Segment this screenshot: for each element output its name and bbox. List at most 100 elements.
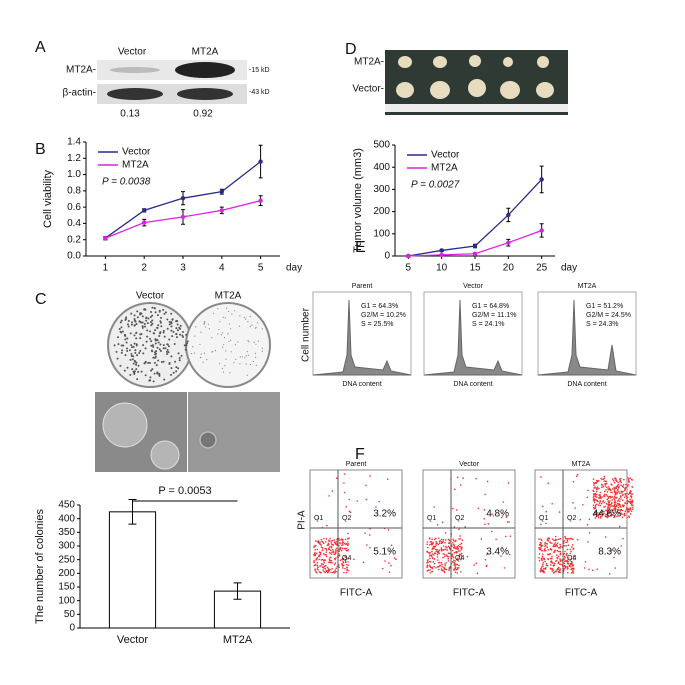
colony-dot: [222, 316, 224, 318]
event-dot: [611, 509, 613, 511]
colony-dot: [190, 352, 192, 355]
row-label: MT2A-: [66, 65, 96, 76]
event-dot: [601, 513, 604, 516]
colony-dot: [200, 353, 202, 355]
colony-dot: [168, 320, 171, 323]
colony-dot: [245, 363, 247, 365]
colony-dot: [184, 348, 187, 351]
event-dot: [594, 486, 596, 489]
event-dot: [557, 562, 560, 565]
colony-dot: [162, 344, 165, 347]
colony-dot: [131, 358, 134, 361]
event-dot: [556, 542, 559, 545]
event-dot: [451, 549, 454, 552]
event-dot: [557, 570, 560, 573]
plot-title: Parent: [346, 461, 367, 468]
colony-dot: [120, 326, 123, 329]
event-dot: [546, 564, 549, 567]
event-dot: [448, 569, 450, 571]
colony-dot: [153, 307, 156, 310]
event-dot: [441, 563, 443, 566]
event-dot: [387, 529, 390, 531]
colony-dot: [130, 312, 133, 315]
colony-dot: [124, 318, 127, 321]
event-dot: [605, 480, 608, 483]
event-dot: [320, 546, 323, 548]
event-dot: [613, 489, 616, 491]
colony-dot: [211, 351, 213, 353]
event-dot: [556, 567, 559, 570]
event-dot: [570, 558, 573, 560]
event-dot: [326, 544, 329, 547]
event-dot: [491, 530, 493, 533]
event-dot: [375, 506, 377, 508]
colony-dot: [229, 372, 231, 374]
event-dot: [592, 506, 595, 509]
event-dot: [545, 522, 547, 525]
colony-dot: [129, 373, 132, 376]
event-dot: [318, 551, 321, 553]
colony-dot: [140, 332, 143, 335]
event-dot: [428, 537, 431, 539]
x-tick-label: 1: [103, 263, 109, 274]
event-dot: [625, 486, 627, 489]
event-dot: [566, 559, 569, 562]
colony-dot: [133, 318, 136, 321]
event-dot: [570, 564, 572, 566]
event-dot: [631, 499, 634, 502]
y-tick-label: 450: [58, 500, 75, 511]
event-dot: [617, 506, 620, 509]
event-dot: [559, 545, 562, 548]
y-tick-label: 1.2: [67, 153, 81, 164]
event-dot: [601, 496, 604, 498]
colony-dot: [149, 321, 152, 324]
event-dot: [447, 545, 450, 548]
event-dot: [596, 503, 598, 505]
event-dot: [342, 558, 344, 561]
colony-dot: [150, 311, 153, 314]
event-dot: [596, 480, 599, 483]
event-dot: [606, 509, 608, 512]
event-dot: [621, 499, 624, 501]
event-dot: [627, 477, 630, 479]
event-dot: [630, 495, 633, 497]
colony-dot: [151, 314, 154, 317]
colony-dot: [134, 349, 137, 352]
event-dot: [390, 564, 392, 567]
event-dot: [618, 486, 620, 488]
event-dot: [594, 511, 596, 514]
event-dot: [325, 541, 327, 543]
event-dot: [613, 481, 616, 484]
colony-dot: [141, 325, 144, 328]
event-dot: [598, 502, 601, 505]
colony-dot: [251, 324, 253, 326]
event-dot: [317, 566, 319, 569]
event-dot: [551, 570, 554, 572]
event-dot: [347, 532, 349, 535]
event-dot: [334, 569, 337, 571]
legend-label: MT2A: [122, 160, 149, 171]
plot-title: Parent: [352, 283, 373, 290]
event-dot: [614, 479, 617, 481]
event-dot: [546, 546, 548, 548]
colony-dot: [124, 338, 127, 341]
colony-dot: [153, 361, 156, 364]
y-tick-label: 0: [384, 251, 390, 262]
colony-dot: [228, 310, 230, 312]
event-dot: [344, 567, 346, 570]
colony-dot: [157, 324, 160, 327]
event-dot: [319, 553, 322, 556]
event-dot: [603, 490, 606, 493]
event-dot: [458, 555, 461, 557]
event-dot: [625, 508, 628, 511]
event-dot: [609, 506, 611, 508]
event-dot: [611, 505, 614, 507]
y-tick-label: 150: [58, 582, 75, 593]
event-dot: [436, 548, 438, 551]
colony-dot: [150, 344, 153, 347]
event-dot: [440, 562, 443, 564]
quadrant-percent: 4.8%: [486, 509, 509, 520]
x-tick-label: 4: [219, 263, 225, 274]
error-bar: [233, 582, 242, 600]
event-dot: [329, 537, 331, 540]
